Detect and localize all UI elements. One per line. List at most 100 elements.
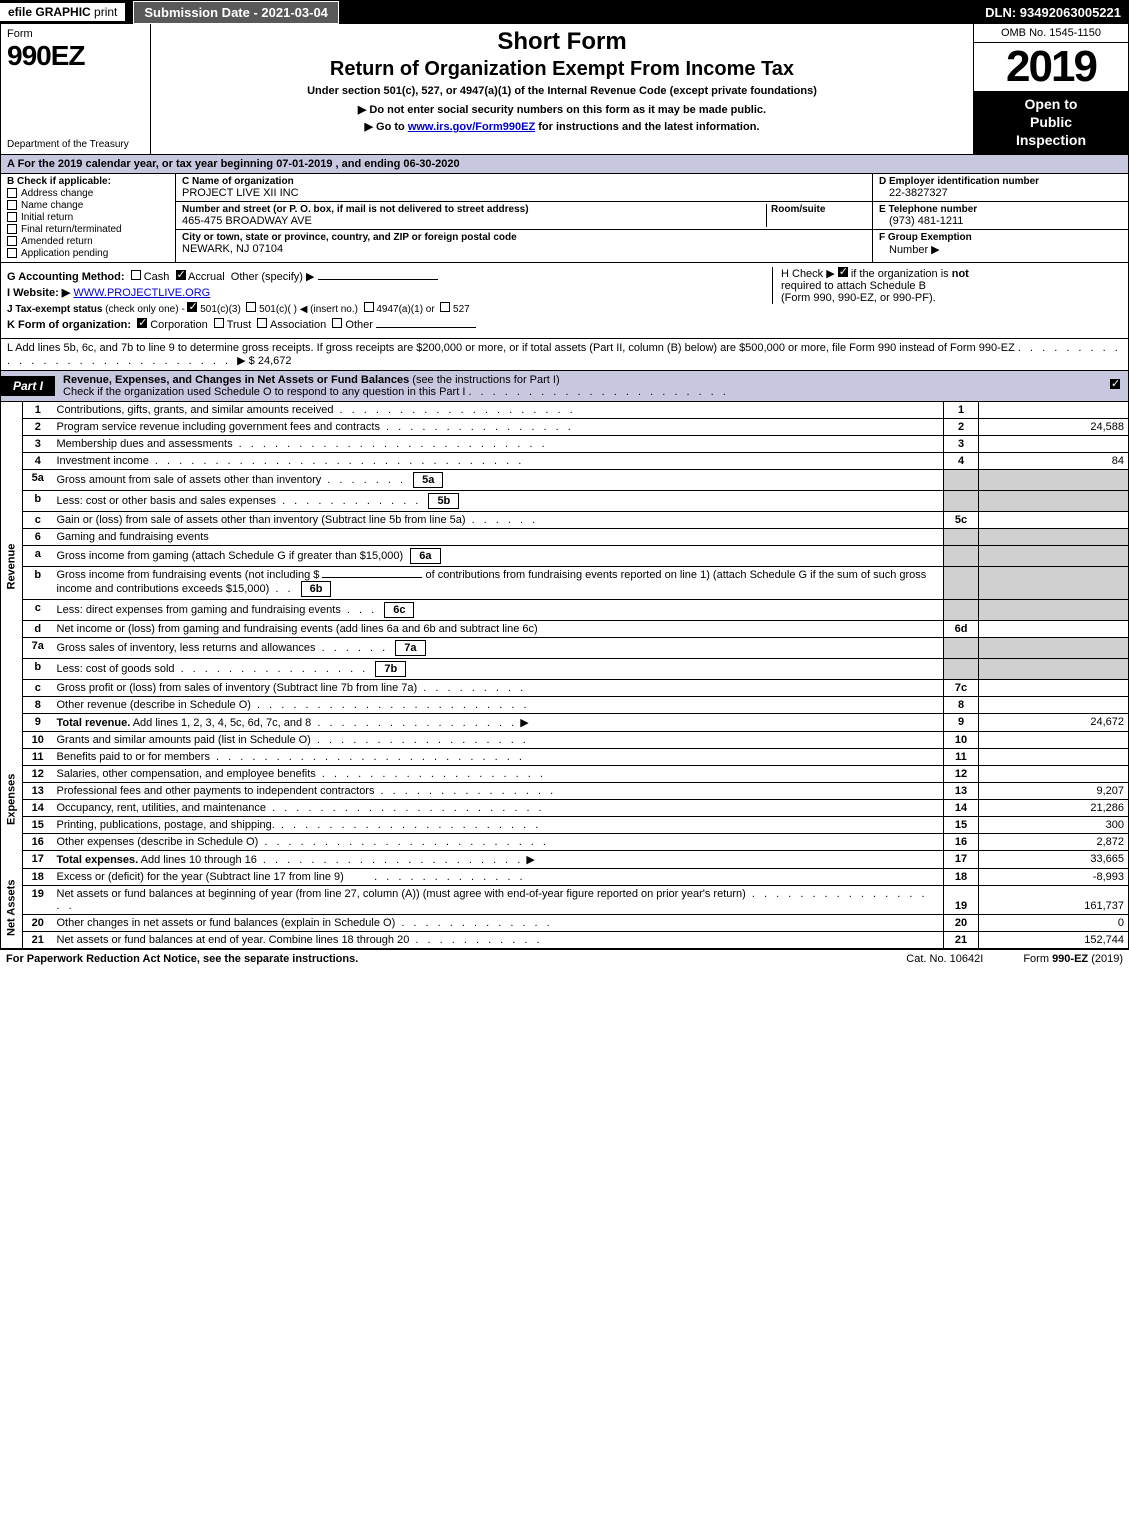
- ib-5b: 5b: [428, 493, 459, 509]
- org-city: NEWARK, NJ 07104: [182, 243, 866, 255]
- netassets-label: Net Assets: [1, 868, 23, 948]
- 6b-blank[interactable]: [322, 577, 422, 578]
- box-11: 11: [944, 748, 979, 765]
- h-line3: (Form 990, 990-EZ, or 990-PF).: [781, 292, 936, 304]
- goto-link[interactable]: www.irs.gov/Form990EZ: [408, 121, 535, 133]
- amt-2: 24,588: [979, 418, 1129, 435]
- desc-6a: Gross income from gaming (attach Schedul…: [53, 545, 944, 566]
- g-other: Other (specify) ▶: [231, 271, 315, 283]
- chk-h[interactable]: [838, 267, 848, 277]
- ein: 22-3827327: [879, 187, 1122, 199]
- amt-12: [979, 765, 1129, 782]
- amt-19: 161,737: [979, 885, 1129, 914]
- chk-other-org[interactable]: [332, 318, 342, 328]
- desc-16: Other expenses (describe in Schedule O) …: [53, 833, 944, 850]
- part1-check-line: Check if the organization used Schedule …: [63, 386, 465, 398]
- inspect-3: Inspection: [1016, 132, 1086, 148]
- chk-application-pending[interactable]: [7, 248, 17, 258]
- chk-amended-return[interactable]: [7, 236, 17, 246]
- box-16: 16: [944, 833, 979, 850]
- efile-print: print: [91, 5, 118, 19]
- desc-4: Investment income . . . . . . . . . . . …: [53, 452, 944, 469]
- l-arrow: ▶: [237, 355, 245, 367]
- desc-7a: Gross sales of inventory, less returns a…: [53, 637, 944, 658]
- ln-6b: b: [23, 566, 53, 599]
- box-1: 1: [944, 402, 979, 419]
- g-accrual: Accrual: [188, 271, 225, 283]
- ln-10: 10: [23, 731, 53, 748]
- box-10: 10: [944, 731, 979, 748]
- desc-6: Gaming and fundraising events: [53, 528, 944, 545]
- return-title: Return of Organization Exempt From Incom…: [161, 58, 963, 81]
- box-21: 21: [944, 931, 979, 948]
- amt-1: [979, 402, 1129, 419]
- footer: For Paperwork Reduction Act Notice, see …: [0, 949, 1129, 968]
- inspect-1: Open to: [1025, 96, 1078, 112]
- c-addr-label: Number and street (or P. O. box, if mail…: [182, 204, 766, 215]
- chk-assoc[interactable]: [257, 318, 267, 328]
- k-label: K Form of organization:: [7, 319, 131, 331]
- chk-final-return[interactable]: [7, 224, 17, 234]
- chk-address-change[interactable]: [7, 188, 17, 198]
- b-label: B Check if applicable:: [7, 176, 111, 187]
- title-center: Short Form Return of Organization Exempt…: [151, 24, 973, 154]
- chk-4947[interactable]: [364, 302, 374, 312]
- box-7b-grey: [944, 658, 979, 679]
- box-6-grey: [944, 528, 979, 545]
- h-line2: required to attach Schedule B: [781, 280, 926, 292]
- amt-18: -8,993: [979, 868, 1129, 885]
- h-suffix: if the organization is: [851, 268, 952, 280]
- desc-20: Other changes in net assets or fund bala…: [53, 914, 944, 931]
- short-form-title: Short Form: [161, 28, 963, 56]
- ib-6b: 6b: [301, 581, 332, 597]
- box-4: 4: [944, 452, 979, 469]
- chk-527[interactable]: [440, 302, 450, 312]
- j-note: (check only one) -: [105, 304, 184, 315]
- chk-accrual[interactable]: [176, 270, 186, 280]
- amt-7c: [979, 679, 1129, 696]
- chk-name-change[interactable]: [7, 200, 17, 210]
- j-4947: 4947(a)(1) or: [376, 304, 434, 315]
- amt-6b-grey: [979, 566, 1129, 599]
- desc-13: Professional fees and other payments to …: [53, 782, 944, 799]
- c-room-label: Room/suite: [771, 204, 866, 215]
- ln-7c: c: [23, 679, 53, 696]
- amt-5b-grey: [979, 490, 1129, 511]
- goto-note: ▶ Go to www.irs.gov/Form990EZ for instru…: [161, 120, 963, 133]
- open-public-inspection: Open to Public Inspection: [974, 91, 1128, 154]
- opt-final-return: Final return/terminated: [21, 224, 122, 235]
- desc-11: Benefits paid to or for members . . . . …: [53, 748, 944, 765]
- desc-6b: Gross income from fundraising events (no…: [53, 566, 944, 599]
- desc-18: Excess or (deficit) for the year (Subtra…: [53, 868, 944, 885]
- chk-501c[interactable]: [246, 302, 256, 312]
- part1-header: Part I Revenue, Expenses, and Changes in…: [0, 371, 1129, 402]
- box-14: 14: [944, 799, 979, 816]
- efile-label[interactable]: efile GRAPHIC print: [0, 3, 125, 21]
- website-link[interactable]: WWW.PROJECTLIVE.ORG: [73, 287, 210, 299]
- chk-initial-return[interactable]: [7, 212, 17, 222]
- part1-tab: Part I: [1, 376, 55, 396]
- chk-corp[interactable]: [137, 318, 147, 328]
- inspect-2: Public: [1030, 114, 1072, 130]
- chk-trust[interactable]: [214, 318, 224, 328]
- box-8: 8: [944, 696, 979, 713]
- desc-5c: Gain or (loss) from sale of assets other…: [53, 511, 944, 528]
- chk-schedule-o[interactable]: [1110, 379, 1120, 389]
- org-address: 465-475 BROADWAY AVE: [182, 215, 766, 227]
- chk-cash[interactable]: [131, 270, 141, 280]
- desc-21: Net assets or fund balances at end of ye…: [53, 931, 944, 948]
- g-other-input[interactable]: [318, 279, 438, 280]
- section-b: B Check if applicable: Address change Na…: [1, 174, 176, 262]
- k-other-input[interactable]: [376, 327, 476, 328]
- chk-501c3[interactable]: [187, 302, 197, 312]
- desc-6d: Net income or (loss) from gaming and fun…: [53, 620, 944, 637]
- i-label: I Website: ▶: [7, 287, 70, 299]
- ln-5c: c: [23, 511, 53, 528]
- footer-formnum: 990-EZ: [1052, 953, 1088, 965]
- ib-5a: 5a: [413, 472, 443, 488]
- ln-16: 16: [23, 833, 53, 850]
- omb-number: OMB No. 1545-1150: [974, 24, 1128, 43]
- ln-9: 9: [23, 713, 53, 731]
- g-cash: Cash: [144, 271, 170, 283]
- box-5a-grey: [944, 469, 979, 490]
